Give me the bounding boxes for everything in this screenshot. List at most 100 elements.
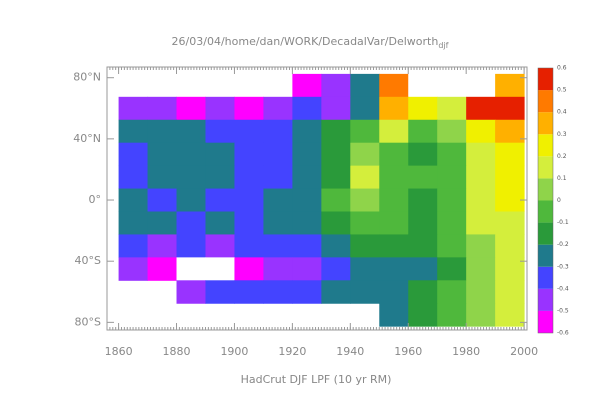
contour-cell (234, 73, 264, 98)
colorbar-swatch (538, 178, 553, 201)
colorbar-label: 0.2 (557, 153, 567, 160)
contour-cell (466, 96, 496, 121)
contour-cell (379, 142, 409, 167)
contour-cell (263, 280, 293, 304)
contour-cell (408, 257, 438, 281)
x-tick-label: 1860 (105, 345, 133, 358)
contour-cell (176, 73, 206, 98)
x-axis-label: HadCrut DJF LPF (10 yr RM) (241, 373, 392, 386)
contour-cell (147, 211, 178, 235)
contour-cell (466, 73, 496, 98)
contour-cell (147, 257, 178, 281)
contour-cell (321, 73, 351, 98)
contour-cell (205, 119, 235, 144)
contour-cell (321, 280, 351, 304)
colorbar-label: 0.6 (557, 65, 567, 72)
x-tick-label: 1980 (452, 345, 480, 358)
contour-cell (321, 165, 351, 190)
contour-cell (263, 257, 293, 281)
x-tick-label: 1880 (163, 345, 191, 358)
contour-cell (495, 303, 525, 327)
contour-cell (408, 142, 438, 167)
y-tick-label: 0° (89, 193, 102, 206)
y-tick-label: 80°S (75, 315, 101, 328)
contour-cell (234, 165, 264, 190)
contour-cell (205, 165, 235, 190)
colorbar-frame (537, 67, 554, 334)
contour-cell (408, 119, 438, 144)
contour-cell (350, 211, 380, 235)
contour-cell (466, 188, 496, 212)
title-subscript: djf (438, 41, 448, 50)
colorbar-swatch (538, 244, 553, 267)
contour-cell (205, 280, 235, 304)
contour-cell (147, 119, 178, 144)
contour-cell (408, 303, 438, 327)
contour-cell (437, 257, 467, 281)
colorbar-swatch (538, 90, 553, 113)
contour-cell (379, 280, 409, 304)
contour-cell (205, 142, 235, 167)
contour-cell (408, 73, 438, 98)
contour-cell (176, 165, 206, 190)
contour-cell (321, 119, 351, 144)
contour-cell (176, 96, 206, 121)
contour-cell (118, 96, 149, 121)
contour-cell (147, 188, 178, 212)
contour-cell (495, 280, 525, 304)
contour-cell (321, 211, 351, 235)
contour-cell (118, 188, 149, 212)
contour-cell (495, 211, 525, 235)
contour-cell (466, 119, 496, 144)
contour-cell (495, 73, 525, 98)
contour-cell (408, 211, 438, 235)
contour-cell (379, 165, 409, 190)
contour-cell (408, 165, 438, 190)
contour-cell (205, 73, 235, 98)
contour-cell (147, 165, 178, 190)
contour-cell (292, 73, 322, 98)
contour-cell (350, 73, 380, 98)
contour-cell (408, 234, 438, 258)
colorbar-label: -0.6 (557, 330, 569, 337)
contour-cell (379, 211, 409, 235)
contour-cell (292, 257, 322, 281)
contour-cell (321, 234, 351, 258)
contour-cell (205, 257, 235, 281)
contour-cell (350, 234, 380, 258)
colorbar-label: -0.3 (557, 263, 569, 270)
colorbar-label: -0.4 (557, 285, 569, 292)
contour-cell (379, 73, 409, 98)
contour-cell (466, 234, 496, 258)
contour-cell (321, 188, 351, 212)
contour-cell (176, 211, 206, 235)
contour-cell (234, 188, 264, 212)
contour-cell (176, 257, 206, 281)
contour-cell (234, 142, 264, 167)
contour-cell (408, 280, 438, 304)
contour-cell (234, 280, 264, 304)
contour-cell (495, 142, 525, 167)
colorbar-label: -0.5 (557, 307, 569, 314)
contour-cell (292, 142, 322, 167)
colorbar-swatch (538, 68, 553, 91)
contour-cell (495, 165, 525, 190)
colorbar-swatch (538, 222, 553, 245)
contour-cell (292, 119, 322, 144)
contour-cell (234, 257, 264, 281)
contour-cell (466, 165, 496, 190)
contour-cell (147, 73, 178, 98)
colorbar-swatch (538, 200, 553, 223)
contour-cell (292, 188, 322, 212)
contour-cell (147, 142, 178, 167)
contour-cell (176, 188, 206, 212)
contour-cell (466, 211, 496, 235)
contour-cell (437, 188, 467, 212)
contour-cell (292, 280, 322, 304)
colorbar-label: 0 (557, 197, 561, 204)
colorbar-swatch (538, 288, 553, 311)
colorbar-swatch (538, 266, 553, 289)
contour-cell (379, 257, 409, 281)
contour-cell (321, 142, 351, 167)
